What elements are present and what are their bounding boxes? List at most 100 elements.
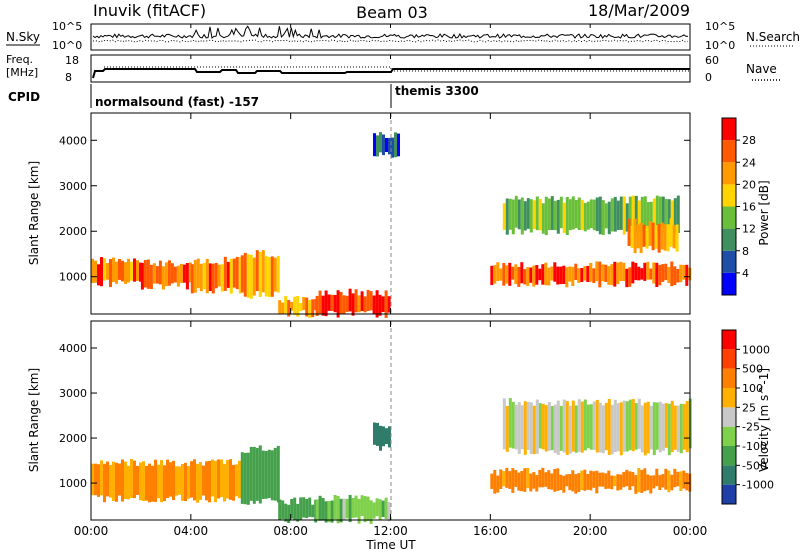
power-cell	[667, 199, 671, 230]
nsky-noise-line	[92, 25, 689, 39]
velocity-cell	[348, 494, 352, 523]
power-cell	[505, 265, 509, 284]
velocity-cell	[273, 447, 277, 501]
velocity-cell	[127, 465, 130, 500]
power-cell	[384, 290, 388, 318]
velocity-cell	[373, 422, 376, 445]
power-cell	[529, 267, 533, 283]
velocity-cell	[315, 499, 319, 520]
power-region-6	[490, 261, 692, 288]
power-y-tick-label-1: 2000	[59, 225, 87, 238]
velocity-cell	[163, 465, 166, 502]
velocity-cell	[565, 401, 569, 455]
velocity-cell	[589, 404, 593, 450]
power-cell	[559, 266, 563, 285]
power-cell	[196, 258, 200, 289]
power-cell	[660, 222, 664, 250]
power-region-5	[315, 288, 391, 318]
power-region-0	[91, 257, 142, 288]
power-cell	[568, 199, 572, 231]
velocity-cell	[296, 503, 300, 522]
velocity-colorbar-frame	[721, 329, 737, 505]
velocity-cell	[305, 498, 309, 519]
power-cell	[348, 288, 352, 312]
power-cell	[517, 199, 521, 230]
velocity-cell	[637, 398, 641, 449]
power-cell	[205, 258, 209, 294]
power-cell	[499, 268, 503, 281]
velocity-cell	[676, 471, 680, 487]
power-colorbar-swatch-0	[722, 272, 736, 295]
x-axis-label: Time UT	[365, 538, 416, 552]
x-tick-label-3: 12:00	[373, 524, 408, 538]
power-region-3	[240, 250, 280, 299]
power-cell	[281, 302, 285, 314]
power-cell	[391, 137, 394, 158]
power-cell	[273, 257, 277, 292]
velocity-cell	[610, 404, 614, 455]
power-cell	[490, 265, 494, 286]
velocity-colorbar-swatch-6	[722, 368, 736, 388]
power-colorbar-tick-label-4: 20	[742, 178, 756, 191]
cpid-program-1: normalsound (fast) -157	[95, 95, 259, 109]
power-cell	[661, 264, 665, 282]
velocity-cell	[243, 452, 247, 505]
power-cell	[580, 200, 584, 230]
velocity-cell	[514, 404, 518, 450]
velocity-cell	[634, 475, 638, 494]
power-cell	[330, 294, 334, 311]
velocity-cell	[550, 406, 554, 451]
power-cell	[112, 257, 115, 283]
power-cell	[586, 265, 590, 282]
freq-panel: Freq. [MHz] 18 8 60 0 Nave	[6, 53, 780, 84]
power-cell	[232, 258, 236, 288]
power-cell	[598, 261, 602, 288]
power-cell	[302, 297, 306, 311]
velocity-cell	[238, 460, 241, 499]
velocity-cell	[583, 469, 587, 491]
velocity-cell	[529, 473, 533, 492]
x-axis-ticks: 00:00 04:00 08:00 12:00 16:00 20:00 00:00	[74, 24, 707, 538]
velocity-cell	[217, 459, 220, 499]
power-cell	[220, 264, 224, 292]
power-cell	[342, 295, 346, 314]
velocity-colorbar-tick-label-3: 25	[742, 401, 756, 414]
power-cell	[610, 198, 614, 232]
power-cell	[628, 267, 632, 287]
power-cell	[252, 257, 256, 296]
velocity-cell	[682, 403, 686, 450]
power-cell	[276, 255, 280, 293]
velocity-cell	[670, 474, 674, 491]
velocity-cell	[264, 451, 268, 499]
velocity-cell	[172, 460, 175, 501]
power-cell	[613, 261, 617, 287]
power-cell	[385, 138, 388, 152]
power-colorbar-swatch-4	[722, 184, 736, 207]
power-cell	[208, 263, 212, 291]
velocity-cell	[601, 405, 605, 454]
power-heatmap	[91, 132, 692, 318]
velocity-cell	[318, 495, 322, 521]
power-cell	[339, 291, 343, 315]
power-cell	[397, 133, 400, 157]
velocity-cell	[130, 459, 133, 498]
power-cell	[613, 196, 617, 232]
velocity-cell	[278, 499, 282, 521]
velocity-cell	[226, 460, 229, 499]
power-cell	[118, 259, 121, 280]
cpid-panel: CPID normalsound (fast) -157 themis 3300	[8, 84, 479, 109]
velocity-cell	[598, 472, 602, 487]
velocity-cell	[514, 470, 518, 487]
power-cell	[589, 199, 593, 229]
power-cell	[139, 262, 142, 282]
power-cell	[376, 135, 379, 157]
power-cell	[321, 295, 325, 316]
power-cell	[378, 294, 382, 316]
velocity-colorbar-tick-label-4: -25	[742, 421, 760, 434]
power-cell	[645, 225, 649, 249]
power-cell	[643, 196, 647, 229]
power-cell	[541, 203, 545, 234]
power-cell	[161, 266, 165, 290]
velocity-cell	[145, 465, 148, 501]
velocity-cell	[202, 465, 205, 496]
